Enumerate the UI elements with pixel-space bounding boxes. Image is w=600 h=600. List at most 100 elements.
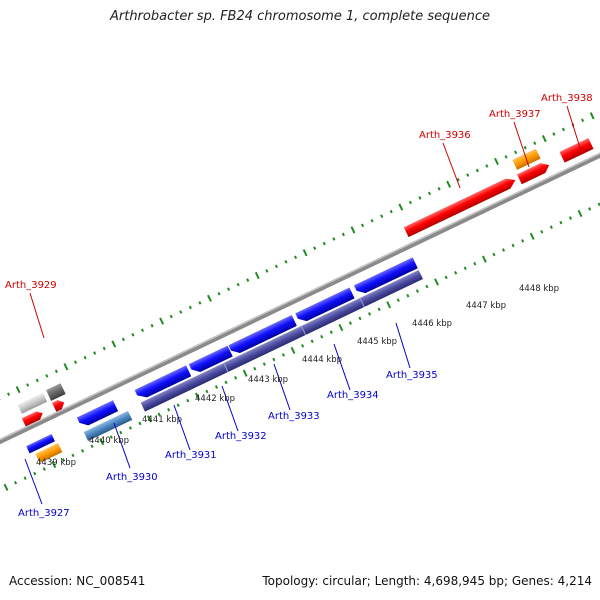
ruler-dot	[0, 396, 1, 401]
ruler-tick	[434, 278, 439, 286]
gene-arth-3927[interactable]	[26, 434, 55, 454]
ruler-dot	[61, 458, 65, 462]
scale-labels: 4439 kbp 4440 kbp 4441 kbp 4442 kbp 4443…	[36, 284, 559, 468]
scale-label: 4439 kbp	[36, 458, 76, 468]
ruler-dot	[83, 355, 87, 360]
gene-arth-3928-block[interactable]	[17, 392, 48, 414]
gene-label-arth-3932[interactable]: Arth_3932	[215, 431, 267, 442]
ruler-tick	[159, 317, 165, 325]
gene-orange-small[interactable]	[35, 443, 63, 463]
gene-arth-3936[interactable]	[403, 175, 518, 238]
scale-label: 4445 kbp	[357, 337, 397, 347]
ruler-dot	[214, 385, 219, 389]
gene-red-small-2[interactable]	[52, 398, 66, 412]
gene-arth-3929-block[interactable]	[46, 383, 66, 401]
gene-arth-3938[interactable]	[559, 138, 594, 163]
ruler-dot	[6, 392, 11, 396]
ruler-dot	[236, 282, 240, 287]
gene-label-arth-3934[interactable]: Arth_3934	[327, 390, 379, 401]
gene-label-arth-3931[interactable]: Arth_3931	[165, 450, 217, 461]
gene-label-arth-3927[interactable]: Arth_3927	[18, 508, 70, 519]
scale-label: 4440 kbp	[89, 436, 129, 446]
scale-label: 4443 kbp	[248, 375, 288, 385]
ruler-tick	[51, 460, 57, 469]
gene-arth-3934[interactable]	[295, 287, 355, 325]
ruler-dot	[71, 453, 75, 458]
ruler-dot	[485, 164, 489, 168]
ruler-dot	[313, 246, 317, 250]
gene-arth-3930[interactable]	[76, 400, 119, 428]
ruler-tick	[15, 385, 21, 394]
ruler-dot	[501, 248, 506, 252]
ruler-dot	[198, 301, 202, 305]
ruler-tick	[254, 271, 260, 280]
ruler-dot	[406, 293, 410, 298]
ruler-dot	[514, 150, 518, 155]
operon-strip	[140, 270, 423, 412]
ruler-tick	[589, 112, 595, 120]
leader-arth-3927	[24, 458, 43, 505]
ruler-dot	[466, 173, 470, 177]
ruler-tick	[147, 415, 152, 423]
ruler-dot	[131, 333, 135, 337]
ruler-dot	[360, 223, 365, 228]
leader-arth-3934	[333, 343, 351, 391]
ruler-dot	[272, 357, 276, 362]
genome-backbone	[0, 124, 600, 474]
gene-arth-3933[interactable]	[228, 315, 297, 356]
ruler-dot	[179, 310, 183, 314]
ruler-dot	[253, 366, 257, 371]
ruler-dot	[437, 187, 441, 191]
gene-label-arth-3933[interactable]: Arth_3933	[268, 411, 320, 422]
ruler-dot	[418, 196, 422, 200]
ruler-dot	[549, 225, 553, 229]
gene-label-arth-3936[interactable]: Arth_3936	[419, 130, 471, 141]
ruler-dot	[138, 421, 142, 426]
gene-arth-3931[interactable]	[134, 365, 192, 400]
scale-label: 4447 kbp	[466, 301, 506, 311]
ruler-tick	[290, 346, 296, 355]
ruler-dot	[176, 403, 180, 407]
ruler-dot	[320, 334, 324, 339]
ruler-dot	[140, 328, 145, 333]
leader-arth-3930	[113, 422, 131, 469]
leader-arth-3931	[173, 404, 191, 451]
ruler-tick	[577, 209, 583, 218]
gene-label-arth-3937[interactable]: Arth_3937	[489, 109, 541, 120]
operon-divider-1	[223, 362, 229, 373]
ruler-dot	[341, 232, 345, 237]
ruler-dot	[169, 314, 173, 319]
gene-arth-3932[interactable]	[188, 345, 233, 375]
gene-label-arth-3935[interactable]: Arth_3935	[386, 370, 438, 381]
accession-text: Accession: NC_008541	[9, 574, 146, 588]
genome-strip	[0, 112, 600, 491]
ruler-dot	[80, 449, 85, 453]
gene-label-arth-3938[interactable]: Arth_3938	[541, 93, 593, 104]
ruler-dot	[444, 275, 448, 280]
leader-arth-3933	[273, 363, 291, 411]
gene-label-arth-3929[interactable]: Arth_3929	[5, 280, 57, 291]
ruler-tick	[99, 438, 105, 446]
ruler-dot	[456, 177, 460, 182]
ruler-dot	[415, 289, 419, 293]
gene-red-small-1[interactable]	[21, 409, 45, 427]
ruler-dot	[42, 467, 46, 471]
ruler-dot	[246, 278, 250, 282]
gene-arth-3930b[interactable]	[83, 410, 133, 441]
gene-label-arth-3930[interactable]: Arth_3930	[106, 472, 158, 483]
ruler-dot	[281, 353, 286, 357]
ruler-dot	[119, 430, 123, 435]
operon-divider-3	[359, 297, 365, 308]
ruler-dot	[265, 269, 269, 273]
ruler-dot	[73, 360, 78, 364]
backbone-highlight	[0, 124, 600, 470]
ruler-tick	[207, 294, 212, 302]
gene-arth-3937[interactable]	[517, 160, 552, 185]
gene-arth-3935[interactable]	[353, 257, 418, 296]
ruler-dot	[109, 435, 113, 439]
leader-arth-3936	[442, 142, 461, 189]
ruler-tick	[194, 392, 200, 400]
scale-label: 4446 kbp	[412, 319, 452, 329]
